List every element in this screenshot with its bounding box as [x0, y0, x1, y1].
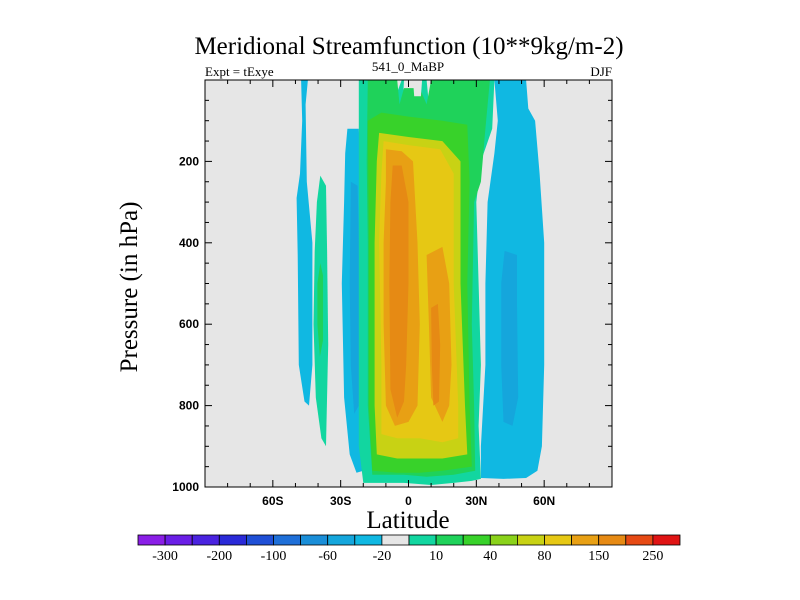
subtitle-right: DJF: [590, 64, 612, 79]
colorbar-label: 80: [538, 549, 552, 564]
colorbar-swatch: [245, 534, 274, 546]
colorbar-label: -20: [373, 549, 392, 564]
y-tick-label: 1000: [172, 480, 199, 494]
x-tick-label: 30N: [465, 494, 487, 508]
colorbar-swatch: [435, 534, 464, 546]
contour-region: [431, 303, 441, 406]
colorbar-label: 250: [642, 549, 663, 564]
colorbar-swatch: [598, 534, 627, 546]
x-tick-label: 0: [405, 494, 412, 508]
colorbar-swatch: [218, 534, 247, 546]
chart-title: Meridional Streamfunction (10**9kg/m-2): [194, 33, 623, 60]
colorbar-swatch: [137, 534, 166, 546]
colorbar-swatch: [462, 534, 491, 546]
contour-region: [349, 181, 360, 414]
colorbar-swatch: [544, 534, 573, 546]
contour-region: [389, 165, 409, 418]
x-tick-label: 60S: [262, 494, 283, 508]
axes-layer: 60S 30S 0 30N 60N 200 400 600 800 1000: [172, 80, 612, 508]
colorbar-swatch: [354, 534, 383, 546]
colorbar-label: 150: [588, 549, 609, 564]
contour-fill-layer: [296, 80, 545, 485]
colorbar-swatch: [625, 534, 654, 546]
y-tick-label: 400: [179, 236, 199, 250]
contour-region: [501, 250, 519, 426]
x-axis-label: Latitude: [366, 507, 449, 534]
colorbar-swatch: [381, 534, 410, 546]
colorbar-swatch: [191, 534, 220, 546]
colorbar: -300 -200 -100 -60 -20 10 40 80 150 250: [137, 534, 681, 564]
colorbar-label: 40: [483, 549, 497, 564]
colorbar-swatch: [300, 534, 329, 546]
x-tick-label: 30S: [330, 494, 351, 508]
colorbar-label: -100: [261, 549, 287, 564]
colorbar-swatch: [273, 534, 302, 546]
colorbar-swatch: [517, 534, 545, 546]
y-axis-label: Pressure (in hPa): [116, 202, 143, 373]
colorbar-label: -200: [206, 549, 232, 564]
contour-region: [413, 80, 423, 97]
colorbar-swatch: [408, 534, 437, 546]
x-tick-label: 60N: [533, 494, 555, 508]
colorbar-label: 10: [429, 549, 443, 564]
colorbar-label: -300: [152, 549, 178, 564]
colorbar-swatch: [571, 534, 600, 546]
y-tick-label: 200: [179, 154, 199, 168]
colorbar-swatch: [164, 534, 193, 546]
colorbar-swatch: [489, 534, 518, 546]
y-tick-label: 600: [179, 317, 199, 331]
colorbar-swatch: [327, 534, 356, 546]
subtitle-center: 541_0_MaBP: [372, 59, 444, 74]
subtitle-left: Expt = tExye: [205, 64, 274, 79]
plot-area: [204, 79, 613, 488]
y-tick-label: 800: [179, 399, 199, 413]
colorbar-label: -60: [318, 549, 337, 564]
colorbar-swatch: [652, 534, 681, 546]
contour-region: [317, 263, 323, 357]
contour-region: [296, 80, 313, 406]
